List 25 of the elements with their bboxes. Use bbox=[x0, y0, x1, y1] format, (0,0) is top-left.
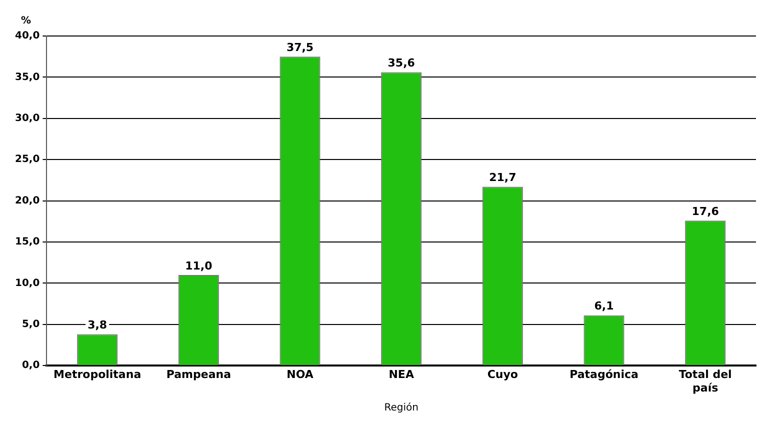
x-axis-title: Región bbox=[384, 402, 418, 414]
x-tick-label: Metropolitana bbox=[54, 368, 142, 382]
y-axis-title: % bbox=[20, 16, 32, 27]
data-label: 21,7 bbox=[489, 171, 516, 184]
y-tick-label: 10,0 bbox=[14, 278, 40, 289]
x-tick-label: NEA bbox=[388, 368, 414, 382]
y-tick-label: 15,0 bbox=[14, 236, 40, 248]
y-tick-label: 25,0 bbox=[14, 154, 40, 166]
x-tick-label: Pampeana bbox=[166, 368, 232, 382]
x-tick-label: Patagónica bbox=[570, 368, 638, 382]
y-tick-label: 35,0 bbox=[14, 72, 40, 83]
data-label: 37,5 bbox=[286, 40, 314, 54]
y-tick-label: 20,0 bbox=[14, 195, 40, 206]
y-tick-label: 0,0 bbox=[22, 360, 40, 372]
data-label: 17,6 bbox=[692, 204, 720, 218]
y-tick-label: 40,0 bbox=[14, 30, 40, 42]
data-label: 11,0 bbox=[185, 259, 213, 272]
y-tick-label: 30,0 bbox=[14, 112, 40, 124]
x-tick-label: Total del país bbox=[678, 368, 732, 394]
x-tick-label: NOA bbox=[286, 368, 314, 382]
data-label: 3,8 bbox=[88, 318, 108, 332]
y-tick-label: 5,0 bbox=[22, 318, 40, 330]
data-label: 35,6 bbox=[388, 56, 416, 70]
x-tick-label: Cuyo bbox=[487, 368, 518, 382]
data-label: 6,1 bbox=[594, 300, 614, 313]
